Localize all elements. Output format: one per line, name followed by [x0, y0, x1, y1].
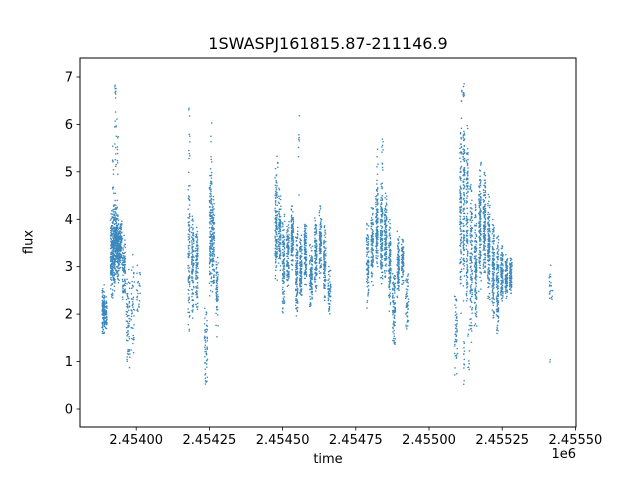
- x-tick-label: 2.45425: [183, 433, 237, 448]
- y-tick-label: 6: [65, 118, 73, 133]
- x-axis-label: time: [313, 452, 343, 467]
- axis-ticks: 2.45400 2.45425 2.45450 2.45475 2.45500 2.455…: [65, 71, 603, 449]
- y-tick-label: 0: [65, 403, 73, 418]
- x-tick-label: 2.45550: [549, 433, 603, 448]
- x-tick-label: 2.45450: [256, 433, 310, 448]
- y-tick-label: 2: [65, 308, 73, 323]
- scatter-points: [101, 82, 554, 385]
- y-tick-label: 1: [65, 355, 73, 370]
- y-tick-label: 5: [65, 165, 73, 180]
- x-tick-label: 2.45525: [475, 433, 529, 448]
- x-axis-offset-label: 1e6: [551, 447, 576, 462]
- y-tick-label: 4: [65, 213, 73, 228]
- x-tick-label: 2.45475: [329, 433, 383, 448]
- y-tick-label: 3: [65, 260, 73, 275]
- x-tick-label: 2.45500: [402, 433, 456, 448]
- chart-title: 1SWASPJ161815.87-211146.9: [208, 34, 448, 53]
- x-tick-label: 2.45400: [109, 433, 163, 448]
- axes-frame: [79, 57, 577, 428]
- y-axis-label: flux: [21, 229, 37, 255]
- y-tick-label: 7: [65, 71, 73, 86]
